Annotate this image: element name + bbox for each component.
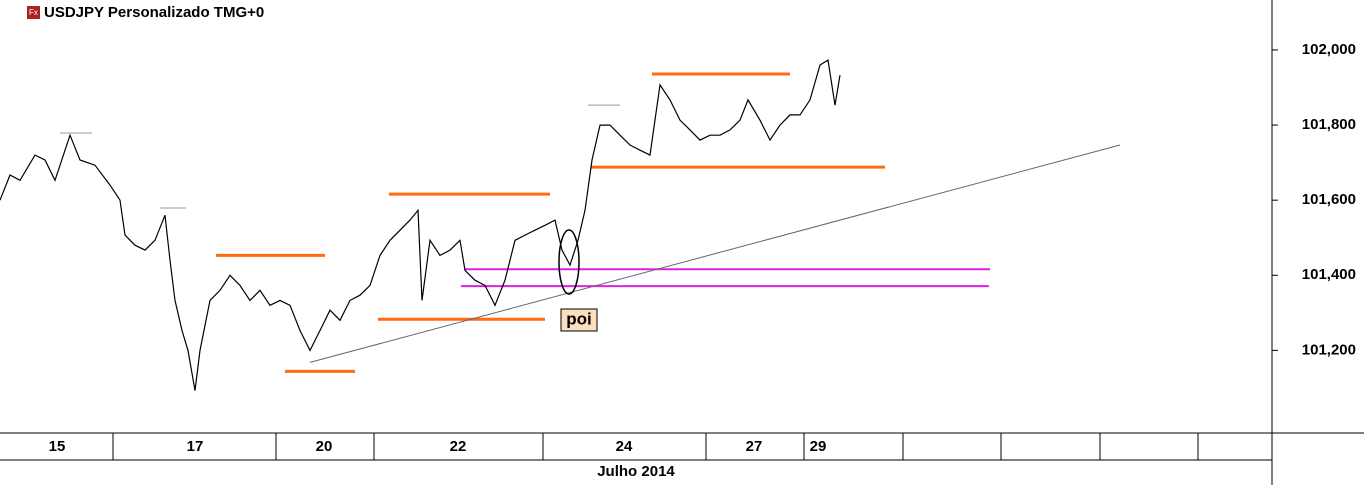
y-tick-label: 101,400 <box>1302 266 1356 283</box>
day-separators <box>112 433 1199 460</box>
x-tick-label: 24 <box>616 438 633 455</box>
price-line <box>0 59 841 391</box>
x-tick-label: 17 <box>187 438 204 455</box>
x-tick-label: 20 <box>316 438 333 455</box>
y-tick-label: 101,600 <box>1302 191 1356 208</box>
y-tick-label: 102,000 <box>1302 41 1356 58</box>
y-tick-label: 101,800 <box>1302 116 1356 133</box>
x-tick-label: 22 <box>450 438 467 455</box>
x-tick-label: 27 <box>746 438 763 455</box>
y-tick-label: 101,200 <box>1302 341 1356 358</box>
x-tick-label: 29 <box>810 438 827 455</box>
level-line <box>309 144 1121 363</box>
annotation: poi <box>566 309 592 328</box>
x-tick-label: 15 <box>49 438 66 455</box>
annotation-box <box>560 308 598 332</box>
fx-icon-text: Fx <box>29 8 38 17</box>
fx-icon <box>27 6 40 19</box>
chart-title[interactable]: USDJPY Personalizado TMG+0 <box>44 4 264 21</box>
x-axis-label: Julho 2014 <box>597 463 675 480</box>
poi-ellipse <box>558 229 580 295</box>
